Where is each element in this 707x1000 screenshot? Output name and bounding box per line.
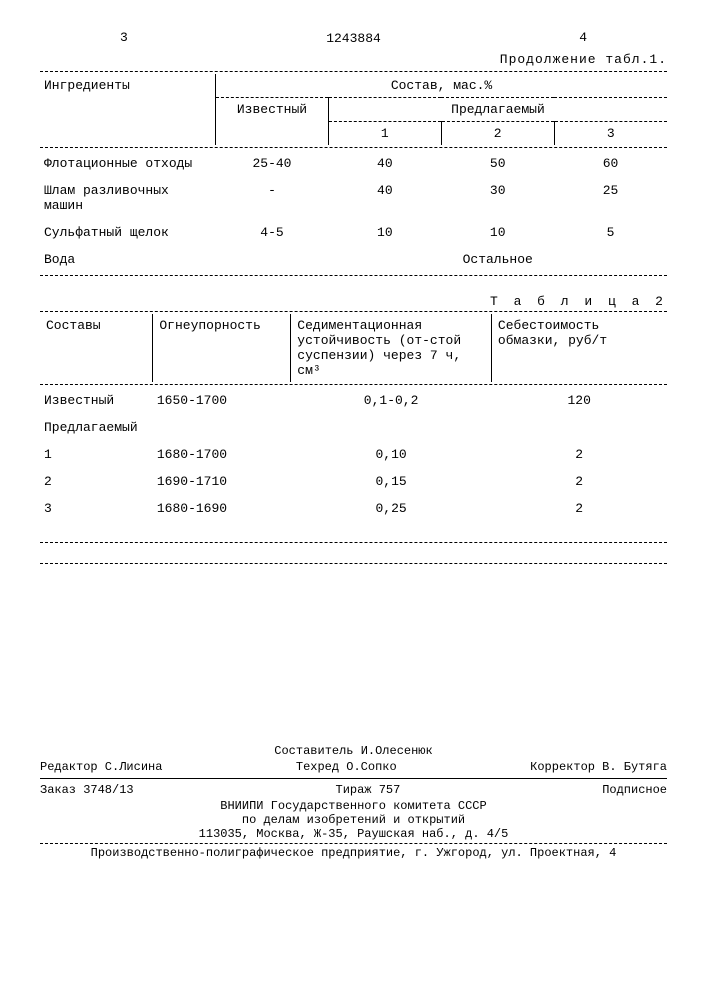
order: Заказ 3748/13 (40, 783, 134, 797)
divider (40, 71, 667, 72)
col-composition: Состав, мас.% (216, 74, 667, 98)
table-row: Флотационные отходы 25-40 40 50 60 (40, 150, 667, 177)
table-row: Сульфатный щелок 4-5 10 10 5 (40, 219, 667, 246)
cell: 50 (441, 150, 554, 177)
cell: 2 (40, 468, 153, 495)
table-row: Шлам разливочных машин - 40 30 25 (40, 177, 667, 219)
divider (40, 563, 667, 564)
cell: Шлам разливочных машин (40, 177, 216, 219)
cell: 0,10 (291, 441, 492, 468)
divider (40, 778, 667, 779)
cell: 1680-1690 (153, 495, 291, 522)
sub-3: 3 (554, 122, 667, 146)
divider (40, 384, 667, 385)
org2: по делам изобретений и открытий (40, 813, 667, 827)
cell: 0,25 (291, 495, 492, 522)
sub-1: 1 (328, 122, 441, 146)
cell: 4-5 (216, 219, 329, 246)
cell: 40 (328, 177, 441, 219)
footer-row: Редактор С.Лисина Техред О.Сопко Коррект… (40, 758, 667, 776)
cell: Известный (40, 387, 153, 414)
footer: Составитель И.Олесенюк Редактор С.Лисина… (40, 744, 667, 860)
compiler: Составитель И.Олесенюк (40, 744, 667, 758)
cell: Остальное (328, 246, 667, 273)
divider (40, 843, 667, 844)
cell: - (216, 177, 329, 219)
cell: 2 (491, 468, 667, 495)
table-row: Вода Остальное (40, 246, 667, 273)
continuation-label: Продолжение табл.1. (40, 52, 667, 67)
cell: 2 (491, 495, 667, 522)
tirage: Тираж 757 (336, 783, 401, 797)
table1-header: Ингредиенты Состав, мас.% Известный Пред… (40, 74, 667, 145)
divider (40, 311, 667, 312)
cell: 1680-1700 (153, 441, 291, 468)
cell: 5 (554, 219, 667, 246)
cell: Предлагаемый (40, 414, 667, 441)
cell: 1690-1710 (153, 468, 291, 495)
table2-body: Известный 1650-1700 0,1-0,2 120 Предлага… (40, 387, 667, 522)
printer: Производственно-полиграфическое предприя… (40, 846, 667, 860)
col-comp: Составы (40, 314, 153, 382)
sub-2: 2 (441, 122, 554, 146)
sub-known: Известный (216, 98, 329, 146)
cell: 120 (491, 387, 667, 414)
editor: Редактор С.Лисина (40, 760, 162, 774)
cell: 40 (328, 150, 441, 177)
cell: Сульфатный щелок (40, 219, 216, 246)
sub-proposed: Предлагаемый (328, 98, 667, 122)
table-row: 1 1680-1700 0,10 2 (40, 441, 667, 468)
cell: 10 (441, 219, 554, 246)
corrector: Корректор В. Бутяга (530, 760, 667, 774)
cell: Флотационные отходы (40, 150, 216, 177)
col-fire: Огнеупорность (153, 314, 291, 382)
table1-body: Флотационные отходы 25-40 40 50 60 Шлам … (40, 150, 667, 273)
col-ingredients: Ингредиенты (40, 74, 216, 145)
techred: Техред О.Сопко (296, 760, 397, 774)
cell: 0,15 (291, 468, 492, 495)
cell: 1650-1700 (153, 387, 291, 414)
table-row: 3 1680-1690 0,25 2 (40, 495, 667, 522)
table-row: Известный 1650-1700 0,1-0,2 120 (40, 387, 667, 414)
footer-row: Заказ 3748/13 Тираж 757 Подписное (40, 781, 667, 799)
cell: 3 (40, 495, 153, 522)
cell: 2 (491, 441, 667, 468)
cell: 25 (554, 177, 667, 219)
cell: 1 (40, 441, 153, 468)
col-cost: Себестоимость обмазки, руб/т (491, 314, 667, 382)
divider (40, 542, 667, 543)
subscription: Подписное (602, 783, 667, 797)
table2-header: Составы Огнеупорность Седиментационная у… (40, 314, 667, 382)
page-right: 4 (579, 30, 587, 45)
cell (216, 246, 329, 273)
org1: ВНИИПИ Государственного комитета СССР (40, 799, 667, 813)
divider (40, 147, 667, 148)
table-row: Предлагаемый (40, 414, 667, 441)
cell: 0,1-0,2 (291, 387, 492, 414)
table-row: 2 1690-1710 0,15 2 (40, 468, 667, 495)
cell: 25-40 (216, 150, 329, 177)
cell: 10 (328, 219, 441, 246)
cell: Вода (40, 246, 216, 273)
divider (40, 275, 667, 276)
table2-label: Т а б л и ц а 2 (40, 294, 667, 309)
cell: 30 (441, 177, 554, 219)
col-sed: Седиментационная устойчивость (от-стой с… (291, 314, 492, 382)
cell: 60 (554, 150, 667, 177)
page-left: 3 (120, 30, 128, 45)
addr: 113035, Москва, Ж-35, Раушская наб., д. … (40, 827, 667, 841)
document-number: 1243884 (40, 31, 667, 46)
